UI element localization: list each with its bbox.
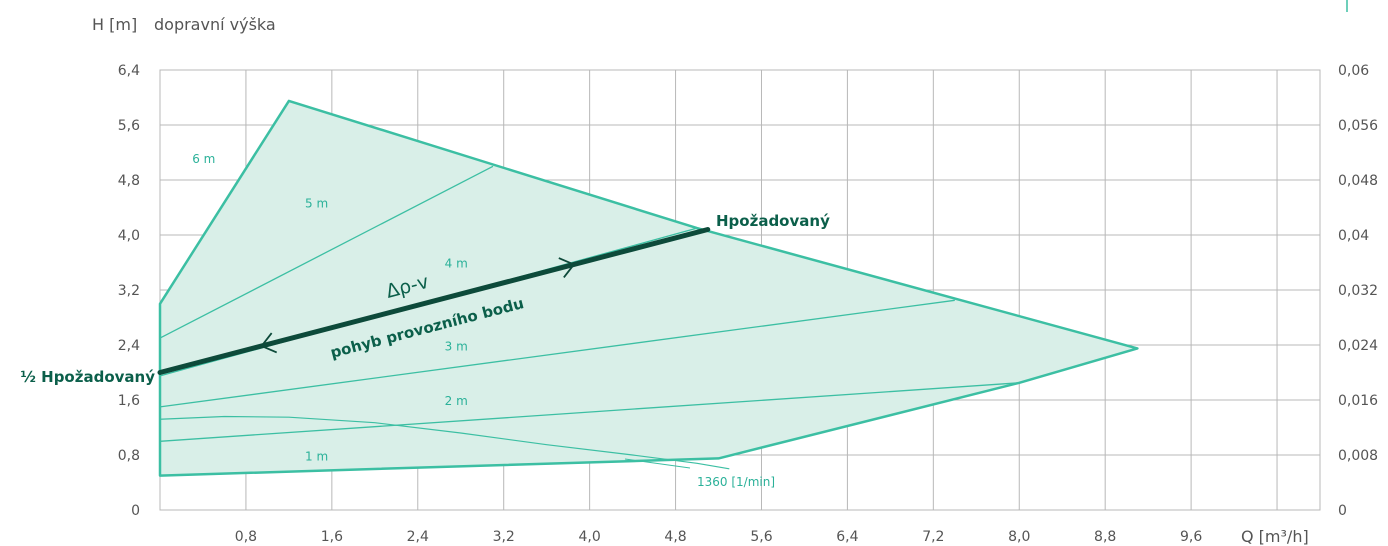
y2-tick-5: 0,04 — [1338, 228, 1369, 244]
speed-curve-label: 1360 [1/min] — [697, 475, 775, 489]
x-tick-9: 8,0 — [1008, 529, 1030, 545]
arrow-right-icon — [558, 257, 576, 278]
y2-tick-8: 0,06 — [1338, 63, 1369, 79]
operating-envelope — [158, 99, 1139, 477]
head-curves — [159, 100, 1020, 477]
curve-5m — [159, 165, 494, 339]
x-tick-4: 4,0 — [578, 529, 600, 545]
curve-3m — [159, 299, 955, 408]
arrow-right-icon-shape — [558, 257, 576, 278]
curve-6m — [159, 100, 290, 305]
speed-curve-1360 — [159, 415, 730, 470]
y-tick-5: 4,0 — [118, 228, 140, 244]
arrow-left-icon — [260, 332, 278, 354]
y2-tick-1: 0,008 — [1338, 448, 1378, 464]
curve-label-5m: 5 m — [305, 197, 328, 211]
curve-label-1m: 1 m — [305, 450, 328, 464]
arrow-left-icon-shape — [260, 332, 278, 354]
x-tick-1: 1,6 — [321, 529, 343, 545]
curve-label-6m: 6 m — [192, 152, 215, 166]
x-tick-7: 6,4 — [836, 529, 858, 545]
x-tick-6: 5,6 — [750, 529, 772, 545]
x-tick-5: 4,8 — [664, 529, 686, 545]
half-hpozadovany-label: ½ Hpožadovaný — [20, 368, 155, 386]
x-tick-8: 7,2 — [922, 529, 944, 545]
y-tick-3: 2,4 — [118, 338, 140, 354]
y-tick-6: 4,8 — [118, 173, 140, 189]
curve-2m — [159, 382, 1020, 442]
envelope-layer — [158, 99, 1139, 477]
hpozadovany-label: Hpožadovaný — [716, 212, 830, 230]
y-tick-7: 5,6 — [118, 118, 140, 134]
x-tick-0: 0,8 — [235, 529, 257, 545]
control-line-dp-v — [157, 227, 711, 375]
y2-tick-6: 0,048 — [1338, 173, 1378, 189]
x-tick-3: 3,2 — [493, 529, 515, 545]
curve-label-4m: 4 m — [445, 256, 468, 270]
y2-tick-4: 0,032 — [1338, 283, 1378, 299]
y2-tick-0: 0 — [1338, 503, 1347, 519]
y-axis-description: dopravní výška — [154, 15, 276, 34]
control-line-layer — [157, 227, 711, 375]
x-tick-10: 8,8 — [1094, 529, 1116, 545]
y-tick-1: 0,8 — [118, 448, 140, 464]
speed-leader-line — [624, 458, 691, 469]
y-tick-2: 1,6 — [118, 393, 140, 409]
y-tick-0: 0 — [131, 503, 140, 519]
x-axis-title: Q [m³/h] — [1241, 527, 1309, 546]
x-tick-11: 9,6 — [1180, 529, 1202, 545]
y-tick-4: 3,2 — [118, 283, 140, 299]
y-axis-title: H [m] — [92, 15, 137, 34]
x-tick-2: 2,4 — [407, 529, 429, 545]
y-tick-8: 6,4 — [118, 63, 140, 79]
curve-1m — [159, 457, 719, 477]
y2-tick-7: 0,056 — [1338, 118, 1378, 134]
curve-label-3m: 3 m — [445, 340, 468, 354]
y2-tick-2: 0,016 — [1338, 393, 1378, 409]
curve-label-2m: 2 m — [445, 394, 468, 408]
y2-tick-3: 0,024 — [1338, 338, 1378, 354]
tick-labels: 0 0,8 1,6 2,4 3,2 4,0 4,8 5,6 6,4 0 0,008 0,016 0,02… — [118, 0, 1378, 545]
